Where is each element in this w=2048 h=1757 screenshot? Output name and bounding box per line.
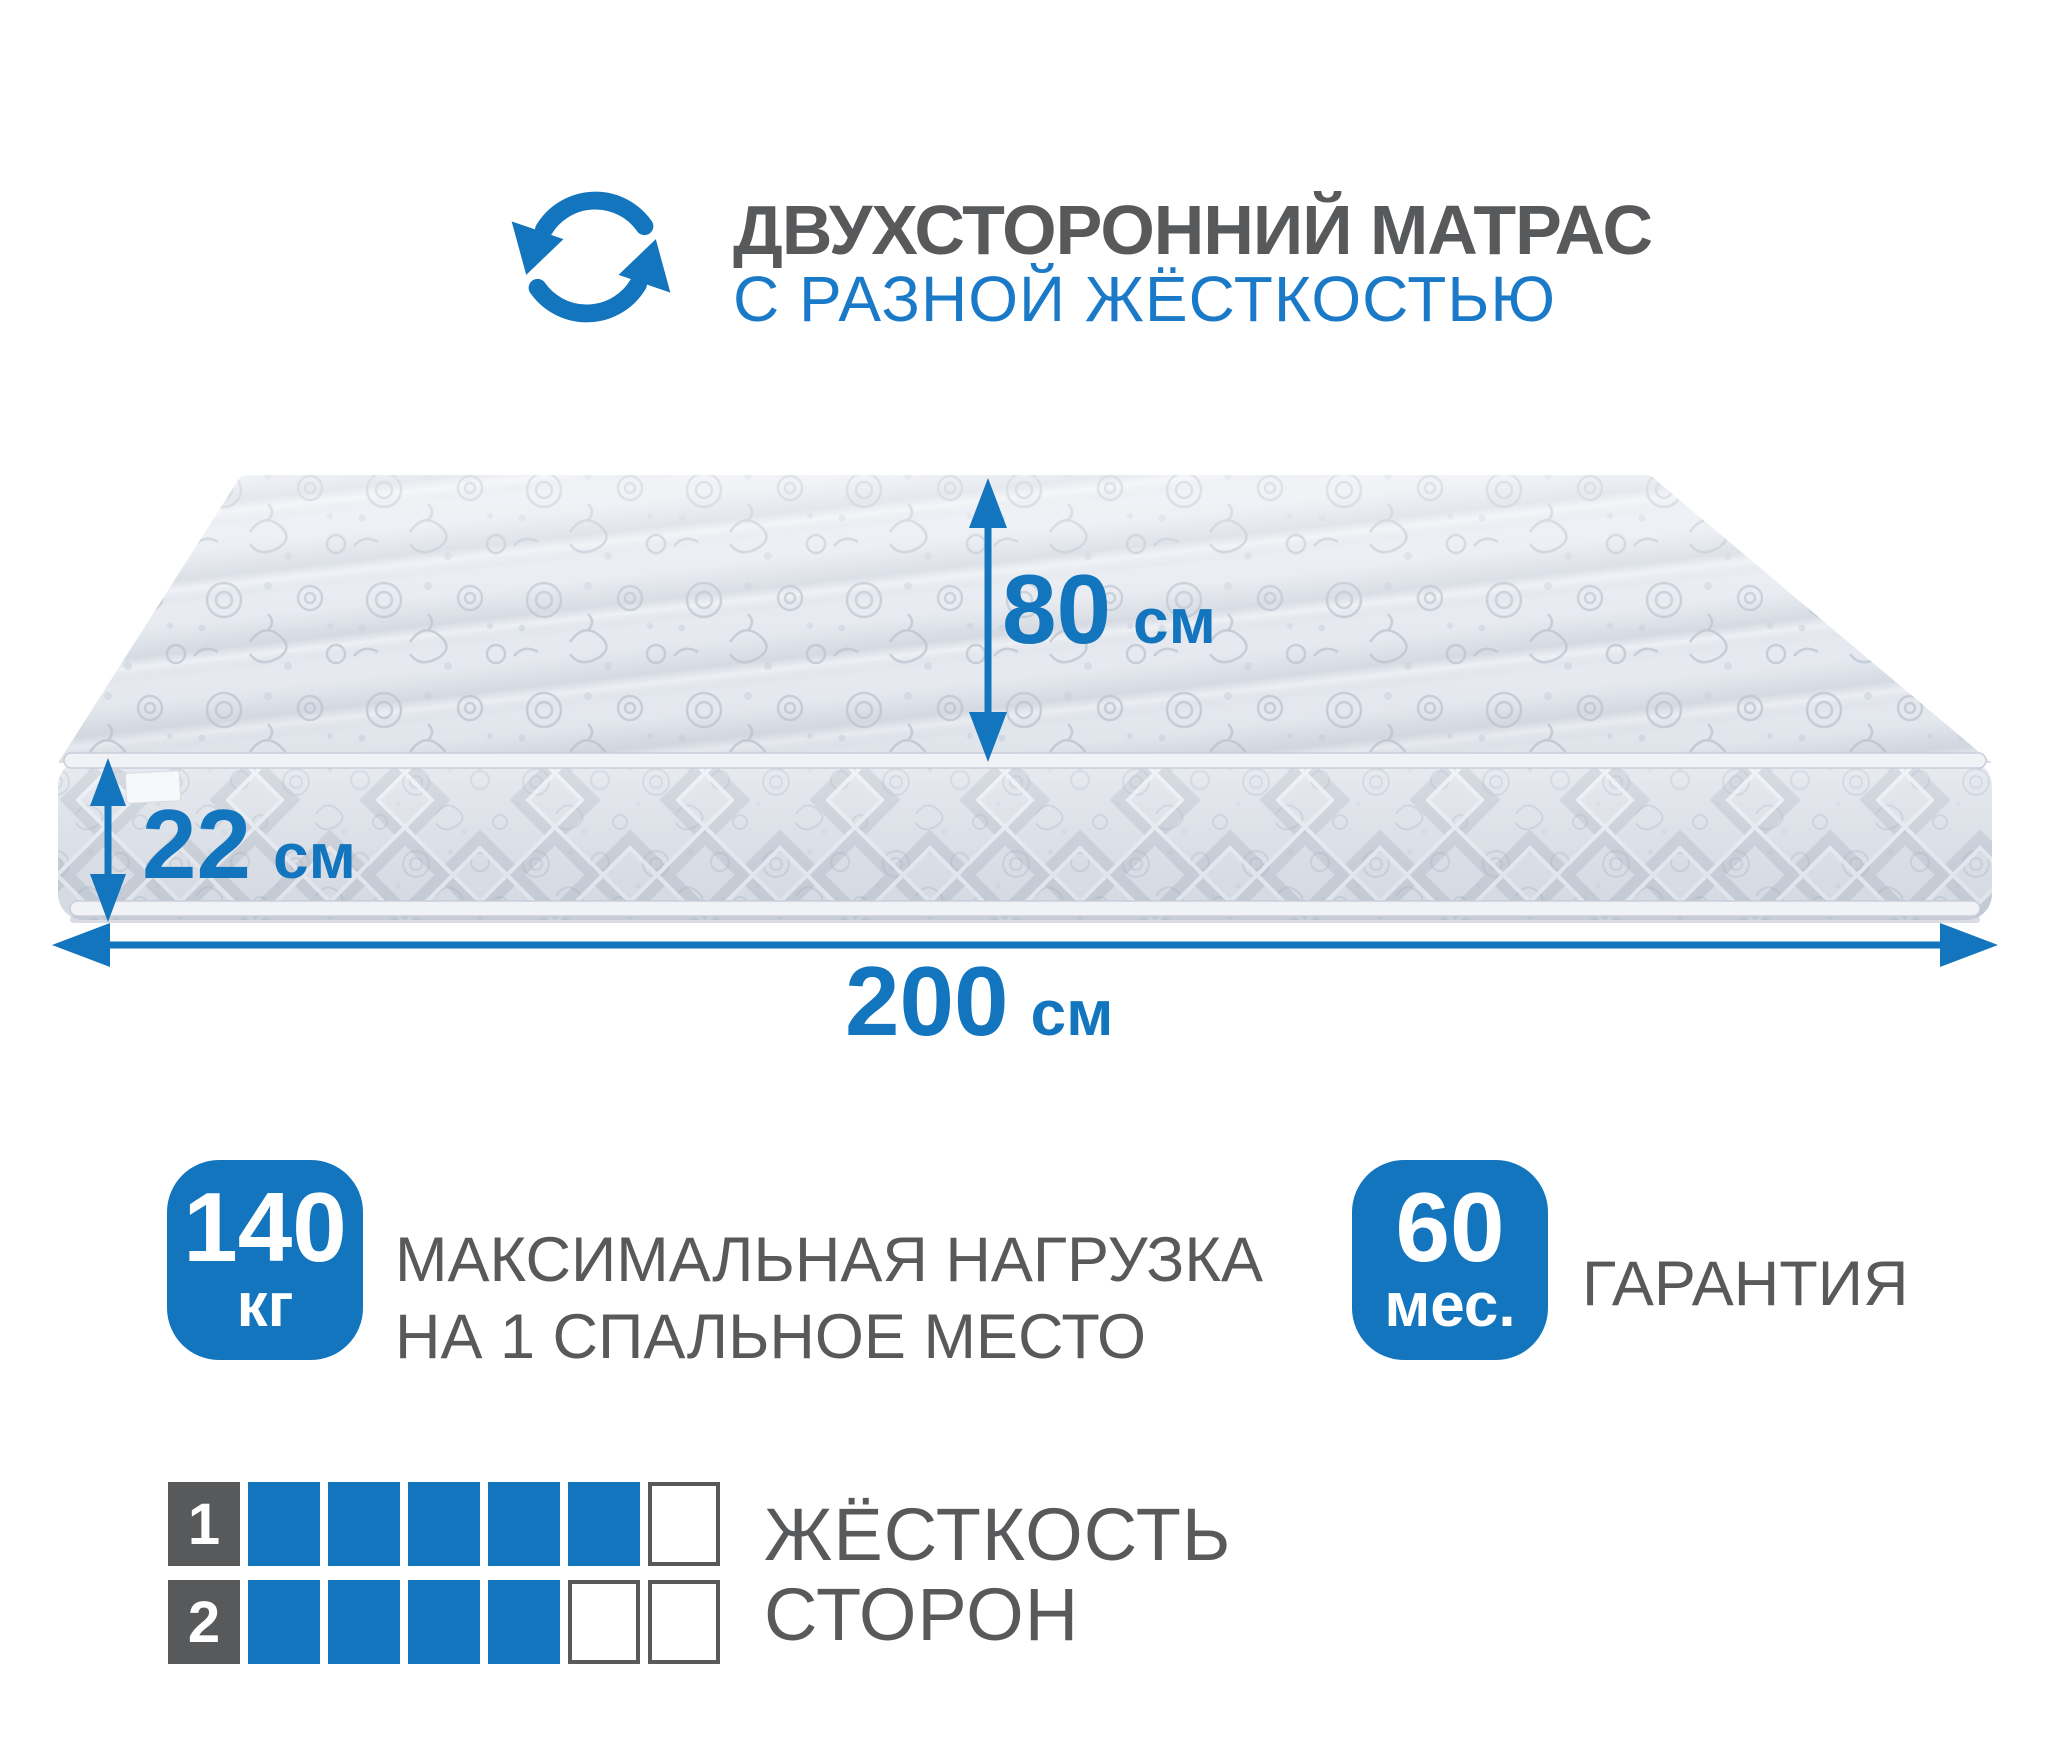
rotate-arrows-icon	[511, 191, 671, 323]
warranty-value: 60	[1395, 1172, 1505, 1283]
max-load-value: 140	[183, 1172, 347, 1283]
firmness-cell-filled	[488, 1580, 560, 1664]
mattress-front-face	[58, 752, 1992, 923]
firmness-cell-filled	[488, 1482, 560, 1566]
firmness-row-number: 1	[168, 1482, 240, 1566]
page-subtitle: С РАЗНОЙ ЖЁСТКОСТЬЮ	[733, 263, 1556, 335]
page-title: ДВУХСТОРОННИЙ МАТРАС	[733, 191, 1653, 269]
length-arrow	[52, 923, 1998, 967]
firmness-cell-filled	[568, 1482, 640, 1566]
depth-value: 80	[1002, 554, 1112, 664]
firmness-cell-filled	[328, 1580, 400, 1664]
max-load-unit: кг	[236, 1270, 294, 1340]
firmness-cell-filled	[248, 1580, 320, 1664]
firmness-cell-filled	[408, 1580, 480, 1664]
mattress-bottom-piping	[69, 900, 1981, 917]
length-dimension-label: 200 см	[845, 952, 1113, 1050]
warranty-unit: мес.	[1384, 1270, 1516, 1340]
firmness-cell-filled	[328, 1482, 400, 1566]
warranty-caption: ГАРАНТИЯ	[1582, 1249, 1909, 1319]
mattress-top-surface	[58, 475, 1992, 763]
depth-unit: см	[1133, 585, 1216, 657]
firmness-cell-filled	[248, 1482, 320, 1566]
height-dimension-label: 22 см	[142, 795, 356, 893]
warranty-badge: 60 мес.	[1352, 1160, 1548, 1360]
mattress-illustration	[52, 475, 1998, 967]
depth-arrow	[969, 478, 1007, 762]
dimension-arrows	[52, 478, 1998, 967]
firmness-row: 2	[168, 1580, 720, 1664]
firmness-cell-empty	[648, 1482, 720, 1566]
max-load-badge: 140 кг	[167, 1160, 363, 1360]
length-unit: см	[1030, 977, 1114, 1049]
depth-dimension-label: 80 см	[1002, 560, 1216, 658]
height-value: 22	[142, 789, 252, 899]
max-load-caption-line1: МАКСИМАЛЬНАЯ НАГРУЗКА	[395, 1225, 1264, 1295]
length-value: 200	[845, 946, 1009, 1056]
mattress-bottom-shadow	[70, 916, 1980, 923]
firmness-cells	[248, 1580, 720, 1664]
max-load-caption: МАКСИМАЛЬНАЯ НАГРУЗКА НА 1 СПАЛЬНОЕ МЕСТ…	[395, 1222, 1263, 1376]
height-unit: см	[273, 820, 356, 892]
max-load-caption-line2: НА 1 СПАЛЬНОЕ МЕСТО	[395, 1302, 1147, 1372]
mattress-top-piping	[63, 752, 1987, 769]
firmness-row: 1	[168, 1482, 720, 1566]
firmness-cell-empty	[568, 1580, 640, 1664]
firmness-cell-empty	[648, 1580, 720, 1664]
firmness-label-line1: ЖЁСТКОСТЬ	[764, 1493, 1232, 1576]
firmness-label-line2: СТОРОН	[764, 1573, 1080, 1656]
mattress-label-tag	[124, 770, 182, 804]
firmness-cell-filled	[408, 1482, 480, 1566]
firmness-row-number: 2	[168, 1580, 240, 1664]
height-arrow	[90, 758, 126, 922]
firmness-cells	[248, 1482, 720, 1566]
firmness-scale: 1 2	[168, 1482, 720, 1664]
